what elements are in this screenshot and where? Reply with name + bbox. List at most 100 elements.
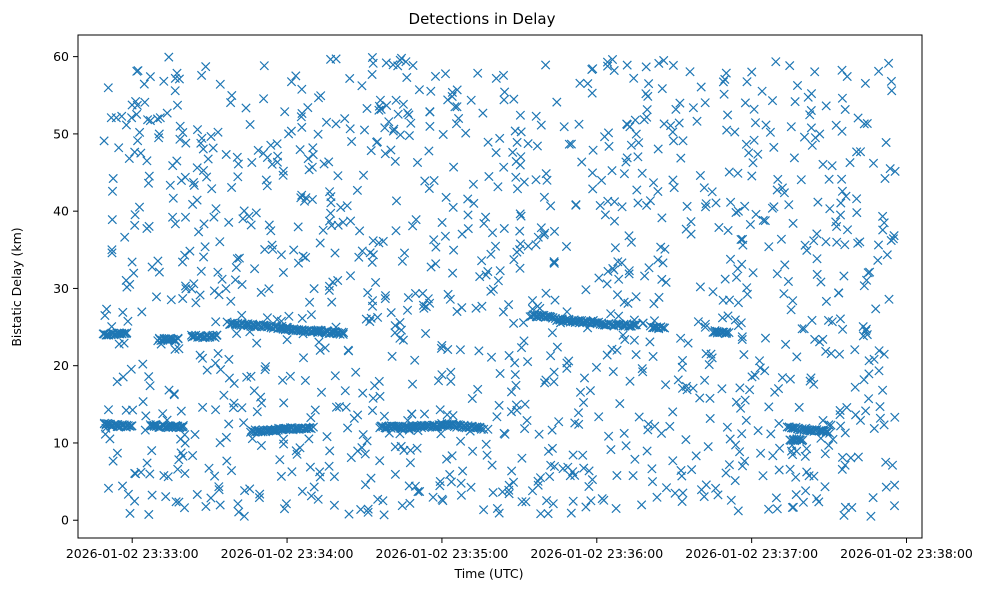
data-point — [119, 338, 129, 348]
data-point — [617, 202, 627, 212]
data-point — [457, 302, 467, 313]
data-point — [737, 259, 747, 269]
data-point — [834, 288, 844, 298]
data-point — [324, 281, 335, 291]
y-tick-label: 20 — [53, 358, 69, 373]
data-point — [358, 429, 368, 440]
data-point — [533, 476, 543, 486]
data-point — [351, 367, 361, 377]
data-point — [695, 282, 706, 292]
data-point — [607, 54, 618, 65]
data-point — [862, 118, 872, 129]
data-point — [760, 215, 770, 226]
data-point — [324, 157, 334, 167]
data-point — [837, 65, 847, 75]
data-point — [295, 443, 305, 453]
data-point — [112, 376, 122, 387]
data-point — [827, 161, 837, 171]
data-point — [498, 70, 509, 81]
data-point — [792, 352, 802, 362]
data-point — [297, 313, 307, 324]
data-point — [522, 356, 533, 367]
data-point — [806, 426, 817, 436]
data-point — [665, 421, 675, 432]
data-point — [575, 387, 586, 397]
data-point — [753, 425, 763, 436]
data-point — [630, 115, 640, 125]
data-point — [675, 98, 685, 108]
data-point — [622, 60, 632, 70]
data-point — [708, 287, 718, 297]
data-point — [677, 362, 687, 372]
data-point — [869, 423, 879, 434]
data-point — [391, 226, 401, 236]
data-point — [152, 114, 163, 124]
data-point — [637, 363, 647, 374]
data-point — [380, 123, 390, 133]
data-point — [766, 429, 776, 439]
data-point — [863, 394, 874, 404]
data-point — [315, 345, 325, 356]
data-point — [180, 172, 190, 182]
data-point — [847, 502, 857, 513]
data-point — [714, 222, 724, 233]
data-point — [607, 165, 617, 176]
data-point — [306, 412, 316, 423]
data-point — [163, 472, 173, 482]
data-point — [272, 157, 283, 167]
data-point — [633, 152, 643, 162]
data-point — [750, 370, 760, 380]
data-point — [345, 271, 356, 281]
data-point — [331, 54, 341, 64]
data-point — [407, 409, 417, 419]
data-point — [442, 410, 452, 420]
data-point — [552, 97, 562, 107]
data-point — [457, 229, 467, 239]
data-point — [860, 78, 871, 89]
data-point — [549, 377, 559, 387]
data-point — [722, 110, 733, 120]
data-point — [749, 135, 759, 145]
data-point — [491, 73, 501, 84]
data-point — [276, 471, 287, 482]
data-point — [441, 454, 452, 464]
data-point — [342, 201, 352, 211]
data-point — [785, 464, 795, 474]
data-point — [522, 415, 532, 426]
data-point — [812, 229, 822, 239]
data-point — [723, 225, 733, 236]
data-point — [859, 119, 869, 129]
data-point — [519, 177, 529, 187]
data-point — [634, 412, 644, 422]
data-point — [789, 153, 800, 163]
data-point — [214, 290, 224, 300]
data-point — [410, 355, 420, 365]
data-point — [619, 428, 629, 439]
data-point — [473, 384, 483, 395]
data-point — [281, 499, 292, 509]
data-point — [652, 492, 662, 502]
data-point — [100, 310, 110, 321]
data-point — [568, 450, 578, 460]
data-point — [837, 452, 848, 463]
data-point — [198, 252, 209, 262]
data-point — [860, 406, 871, 416]
data-point — [653, 186, 663, 197]
data-point — [861, 275, 872, 285]
data-point — [399, 248, 410, 258]
data-point — [379, 510, 389, 520]
data-point — [642, 104, 652, 115]
data-point — [534, 429, 544, 439]
data-point — [316, 91, 326, 101]
data-point — [564, 139, 574, 149]
data-point — [836, 198, 846, 208]
plot-area — [98, 52, 900, 521]
data-point — [362, 436, 372, 446]
y-axis-label: Bistatic Delay (km) — [9, 227, 24, 346]
data-point — [871, 304, 881, 314]
data-point — [840, 460, 850, 470]
data-point — [818, 426, 829, 437]
data-point — [575, 78, 585, 88]
data-point — [879, 349, 889, 359]
data-point — [424, 183, 434, 194]
